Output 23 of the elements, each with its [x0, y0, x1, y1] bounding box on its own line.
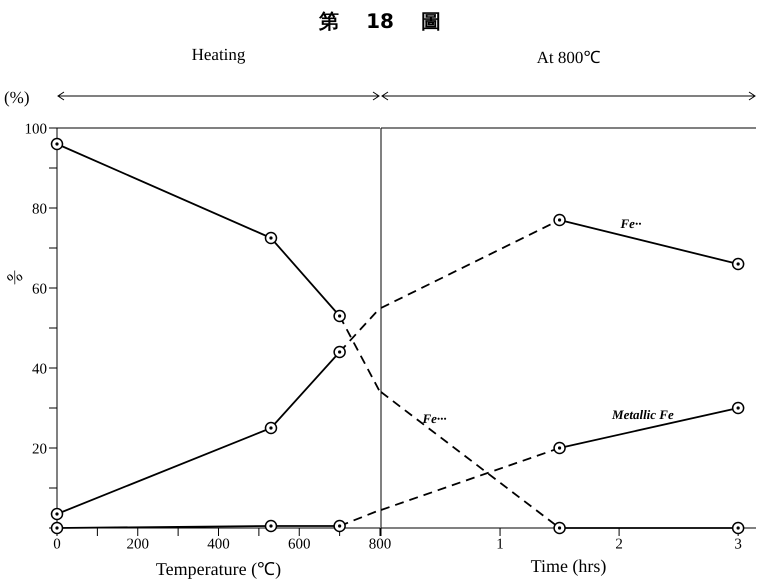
x-tick-label: 1 — [496, 536, 504, 553]
x-axis-title: Time (hrs) — [530, 556, 606, 576]
y-tick-label: 80 — [32, 201, 47, 218]
chart-title: 第 18 圖 — [319, 9, 441, 33]
annotation: Fe··· — [422, 410, 447, 426]
chart-subtitle: Heating — [192, 45, 246, 64]
x-tick-label: 0 — [53, 536, 61, 553]
x-tick-label: 800 — [368, 536, 392, 553]
y-axis-title: % — [4, 266, 26, 290]
annotation: Metallic Fe — [612, 407, 674, 422]
x-axis-title: Temperature (℃) — [156, 559, 282, 579]
x-tick-label: 3 — [734, 536, 742, 553]
x-tick-label: 600 — [288, 536, 310, 553]
x-tick-label: 400 — [207, 536, 230, 553]
y-tick-label: 60 — [32, 281, 47, 298]
annotation: Fe·· — [620, 216, 642, 231]
text: (%) — [4, 88, 30, 107]
y-tick-label: 100 — [24, 121, 47, 138]
chart-subtitle: At 800℃ — [536, 48, 600, 67]
y-tick-label: 40 — [32, 361, 47, 378]
x-tick-label: 200 — [126, 536, 149, 553]
x-tick-label: 2 — [615, 536, 623, 553]
y-tick-label: 20 — [32, 441, 47, 458]
